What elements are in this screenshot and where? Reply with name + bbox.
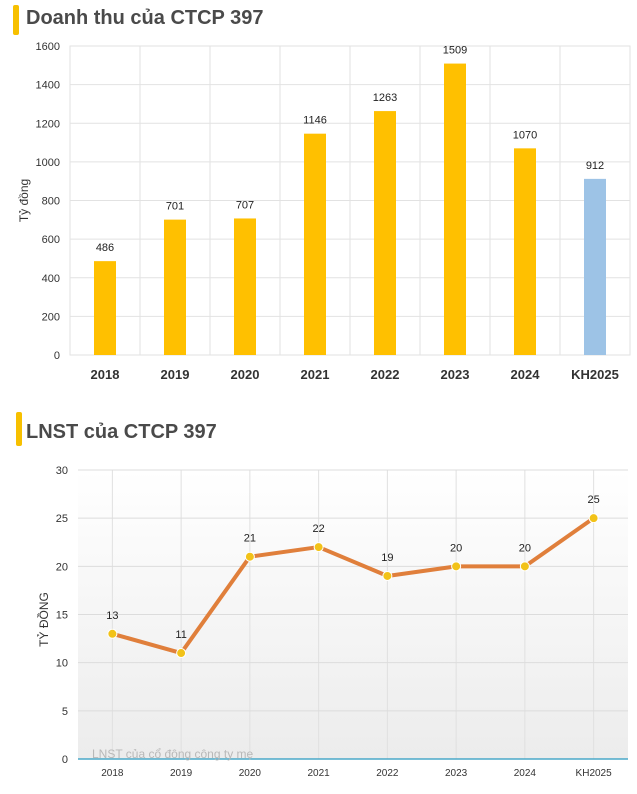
revenue-data-label: 1509: [443, 45, 467, 57]
revenue-x-tick-label: 2023: [441, 367, 470, 382]
profit-title-accent: [16, 412, 22, 446]
revenue-data-label: 701: [166, 201, 184, 213]
profit-y-tick-label: 10: [56, 658, 68, 670]
revenue-y-tick-label: 0: [54, 350, 60, 362]
profit-data-label: 21: [244, 533, 256, 545]
profit-data-label: 22: [313, 523, 325, 535]
revenue-title-row: Doanh thu của CTCP 397: [0, 2, 637, 36]
revenue-data-label: 486: [96, 242, 114, 254]
revenue-data-label: 707: [236, 199, 254, 211]
profit-x-tick-label: 2021: [308, 768, 331, 779]
revenue-chart-panel: Doanh thu của CTCP 397 0 200 400 600 800 1000…: [0, 2, 637, 382]
profit-title-row: LNST của CTCP 397: [0, 412, 637, 446]
revenue-bar: [584, 178, 606, 355]
profit-data-point: [176, 648, 187, 659]
revenue-x-tick-label: 2019: [161, 367, 190, 382]
profit-y-tick-label: 15: [56, 610, 68, 622]
profit-x-tick-label: 2024: [514, 768, 537, 779]
revenue-bar-chart: 0 200 400 600 800 1000 1200 1400 1600 Tỷ đồng 486 2…: [17, 41, 631, 382]
profit-data-point: [382, 570, 393, 581]
revenue-title-accent: [13, 5, 19, 35]
revenue-y-tick-label: 400: [42, 273, 60, 285]
revenue-x-tick-label: 2021: [301, 367, 330, 382]
profit-data-point: [451, 561, 462, 572]
revenue-x-tick-label: 2018: [91, 367, 120, 382]
revenue-x-tick-label: KH2025: [571, 367, 619, 382]
revenue-bar: [164, 219, 186, 355]
revenue-y-axis-label: Tỷ đồng: [17, 179, 31, 222]
profit-data-point: [313, 542, 324, 553]
revenue-y-tick-label: 200: [42, 311, 60, 323]
revenue-bar: [94, 261, 116, 355]
profit-y-tick-label: 5: [62, 706, 68, 718]
revenue-bar: [304, 133, 326, 355]
profit-data-point: [588, 513, 599, 524]
revenue-data-label: 1146: [303, 115, 327, 127]
revenue-bar: [234, 218, 256, 355]
profit-data-label: 19: [381, 552, 393, 564]
profit-data-label: 13: [106, 610, 118, 622]
revenue-data-label: 1263: [373, 92, 397, 104]
revenue-x-tick-label: 2024: [511, 367, 541, 382]
revenue-y-tick-label: 1200: [36, 118, 60, 130]
profit-y-tick-label: 0: [62, 754, 68, 766]
revenue-bar: [444, 63, 466, 356]
profit-y-axis-label: TỶ ĐỒNG: [36, 592, 51, 647]
profit-series-line: [110, 516, 596, 656]
profit-data-label: 20: [519, 542, 531, 554]
profit-data-point: [244, 551, 255, 562]
profit-y-tick-label: 30: [56, 465, 68, 477]
profit-chart-panel: LNST của CTCP 397 0 5 10 15 20 25 30 TỶ ĐỒNG LNS…: [0, 400, 637, 794]
revenue-data-label: 1070: [513, 129, 537, 141]
profit-x-tick-label: 2022: [376, 768, 399, 779]
revenue-x-tick-label: 2020: [231, 367, 260, 382]
profit-x-tick-label: KH2025: [576, 768, 613, 779]
profit-data-label: 11: [175, 629, 186, 641]
profit-x-tick-label: 2023: [445, 768, 468, 779]
revenue-y-tick-label: 1000: [36, 157, 60, 169]
revenue-data-label: 912: [586, 160, 604, 172]
profit-chart-title: LNST của CTCP 397: [26, 421, 217, 443]
revenue-bar: [514, 148, 536, 355]
profit-x-tick-label: 2019: [170, 768, 193, 779]
revenue-y-tick-label: 800: [42, 196, 60, 208]
revenue-y-tick-label: 600: [42, 234, 60, 246]
revenue-y-tick-label: 1400: [36, 80, 60, 92]
profit-watermark: LNST của cổ đông công ty mẹ: [92, 747, 254, 761]
profit-line-chart: 0 5 10 15 20 25 30 TỶ ĐỒNG LNST của cổ đông công…: [36, 465, 628, 779]
profit-y-tick-label: 20: [56, 561, 68, 573]
profit-x-tick-label: 2018: [101, 768, 124, 779]
profit-data-point: [519, 561, 530, 572]
revenue-bar: [374, 111, 396, 355]
profit-y-tick-label: 25: [56, 513, 68, 525]
profit-data-label: 25: [588, 494, 600, 506]
profit-x-tick-label: 2020: [239, 768, 262, 779]
revenue-chart-title: Doanh thu của CTCP 397: [26, 7, 264, 29]
revenue-y-tick-label: 1600: [36, 41, 60, 53]
profit-data-point: [107, 628, 118, 639]
revenue-x-tick-label: 2022: [371, 367, 400, 382]
profit-data-label: 20: [450, 542, 462, 554]
